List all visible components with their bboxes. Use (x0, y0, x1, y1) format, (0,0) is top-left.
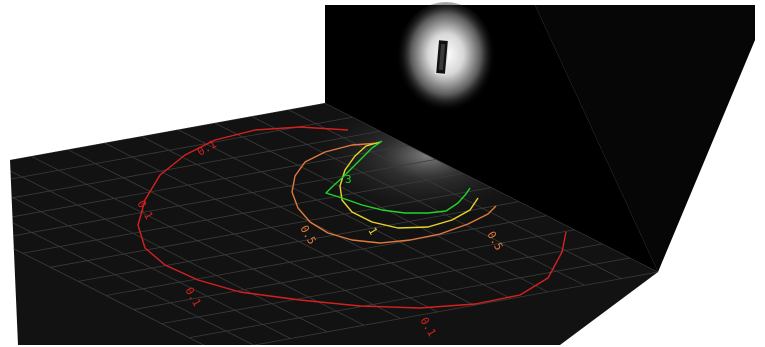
grid-line (10, 169, 291, 339)
contour-c0_5 (291, 142, 497, 244)
grid-line (216, 271, 658, 345)
contour-c0_1 (137, 126, 567, 309)
grid-line (189, 257, 631, 339)
contour-label: 3 (345, 173, 352, 186)
grid-line (10, 175, 254, 345)
contour-c3 (325, 140, 471, 214)
isolux-contours (137, 126, 567, 309)
wall-luminaire-icon (434, 38, 450, 76)
right-wall (535, 5, 755, 272)
grid-line (10, 182, 218, 345)
contour-c1 (339, 141, 479, 229)
floor-grid (10, 103, 658, 345)
